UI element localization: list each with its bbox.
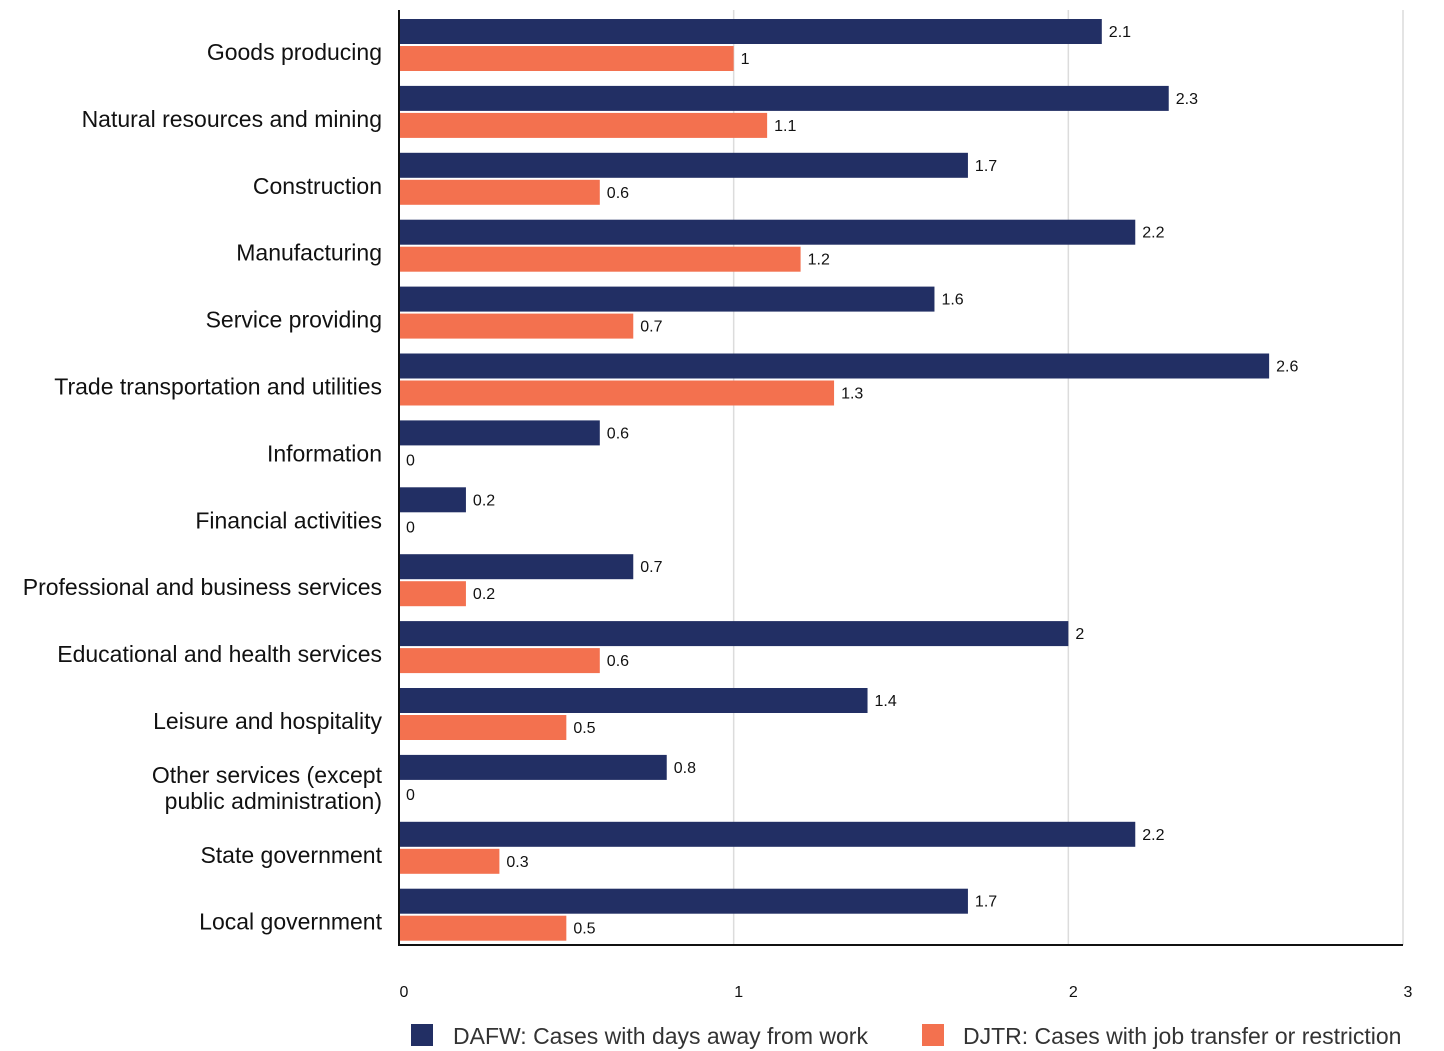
data-label: 1.2 [808, 252, 830, 269]
bar-dafw [399, 688, 868, 713]
bar-djtr [399, 112, 768, 138]
data-label: 2 [1075, 626, 1084, 643]
data-label: 0.6 [607, 185, 629, 202]
category-label: Local government [199, 909, 382, 935]
data-label: 1.6 [941, 292, 963, 309]
legend-swatch [922, 1024, 944, 1046]
data-label: 2.2 [1142, 827, 1164, 844]
data-label: 2.2 [1142, 225, 1164, 242]
bars: 2.1 1 2.3 1.1 1.7 0.6 2.2 1.2 1.6 0.7 2.6 1.3 0.6 0 0.… [399, 19, 1298, 941]
data-label: 0.5 [573, 720, 595, 737]
legend-swatch [411, 1024, 433, 1046]
bar-djtr [399, 179, 600, 205]
data-label: 1.7 [975, 158, 997, 175]
bar-djtr [399, 46, 734, 71]
data-label: 0 [406, 452, 415, 469]
bar-dafw [399, 754, 667, 780]
bar-dafw [399, 487, 466, 513]
legend-label: DAFW: Cases with days away from work [453, 1023, 868, 1049]
data-label: 0.8 [674, 760, 696, 777]
data-label: 0.2 [473, 586, 495, 603]
data-label: 0.6 [607, 425, 629, 442]
data-label: 1.4 [875, 693, 897, 710]
category-label: Educational and health services [57, 641, 382, 667]
data-label: 0.5 [573, 921, 595, 938]
bar-djtr [399, 648, 600, 674]
category-label: Manufacturing [236, 240, 382, 266]
x-tick-label: 1 [734, 984, 743, 1001]
data-label: 1 [741, 51, 750, 68]
category-label: Service providing [206, 307, 382, 333]
bar-dafw [399, 85, 1169, 111]
x-tick-labels: 0 1 2 3 [400, 984, 1413, 1001]
data-label: 0.3 [506, 854, 528, 871]
x-tick-label: 2 [1069, 984, 1078, 1001]
data-label: 0.6 [607, 653, 629, 670]
bar-djtr [399, 848, 500, 874]
bar-dafw [399, 152, 968, 178]
data-label: 1.1 [774, 118, 796, 135]
bar-dafw [399, 621, 1069, 647]
data-label: 0 [406, 787, 415, 804]
category-label: Financial activities [195, 507, 382, 533]
bar-djtr [399, 313, 634, 339]
bar-dafw [399, 286, 935, 312]
category-label: State government [200, 842, 382, 868]
bar-dafw [399, 219, 1136, 245]
data-label: 2.6 [1276, 359, 1298, 376]
data-label: 1.7 [975, 894, 997, 911]
category-label: Leisure and hospitality [153, 708, 382, 734]
bar-dafw [399, 554, 634, 580]
bar-dafw [399, 420, 600, 446]
category-label: Natural resources and mining [82, 106, 382, 132]
data-label: 0 [406, 519, 415, 536]
x-tick-label: 0 [400, 984, 409, 1001]
axes [398, 10, 1403, 946]
legend-label: DJTR: Cases with job transfer or restric… [963, 1023, 1401, 1049]
bar-dafw [399, 19, 1102, 44]
category-label: Construction [253, 173, 382, 199]
category-labels: Goods producing Natural resources and min… [23, 39, 383, 935]
bar-djtr [399, 915, 567, 941]
category-label: Professional and business services [23, 574, 382, 600]
gridlines [732, 10, 1404, 945]
data-label: 1.3 [841, 386, 863, 403]
category-label: public administration) [165, 788, 382, 814]
data-label: 0.2 [473, 492, 495, 509]
category-label: Goods producing [207, 39, 382, 65]
category-label: Information [267, 440, 382, 466]
bar-djtr [399, 246, 801, 272]
legend: DAFW: Cases with days away from work DJTR… [411, 1023, 1401, 1049]
category-label: Other services (except [152, 762, 383, 788]
bar-djtr [399, 581, 466, 607]
bar-djtr [399, 380, 835, 406]
data-label: 2.1 [1109, 24, 1131, 41]
x-tick-label: 3 [1404, 984, 1413, 1001]
data-label: 2.3 [1176, 91, 1198, 108]
data-label: 0.7 [640, 319, 662, 336]
bar-djtr [399, 715, 567, 740]
data-label: 0.7 [640, 559, 662, 576]
bar-dafw [399, 821, 1136, 847]
category-label: Trade transportation and utilities [54, 374, 382, 400]
bar-dafw [399, 353, 1270, 379]
bar-dafw [399, 888, 968, 914]
